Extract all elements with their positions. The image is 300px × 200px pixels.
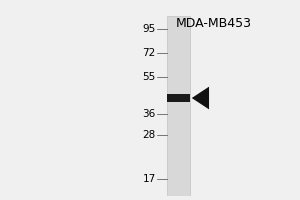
Bar	[167, 94, 190, 102]
Bar	[167, 16, 190, 196]
Text: 55: 55	[142, 72, 156, 82]
Text: 17: 17	[142, 174, 156, 184]
Text: 28: 28	[142, 130, 156, 140]
Text: MDA-MB453: MDA-MB453	[176, 17, 251, 30]
Text: 95: 95	[142, 24, 156, 34]
Text: 36: 36	[142, 109, 156, 119]
Text: 72: 72	[142, 48, 156, 58]
Polygon shape	[192, 87, 209, 109]
